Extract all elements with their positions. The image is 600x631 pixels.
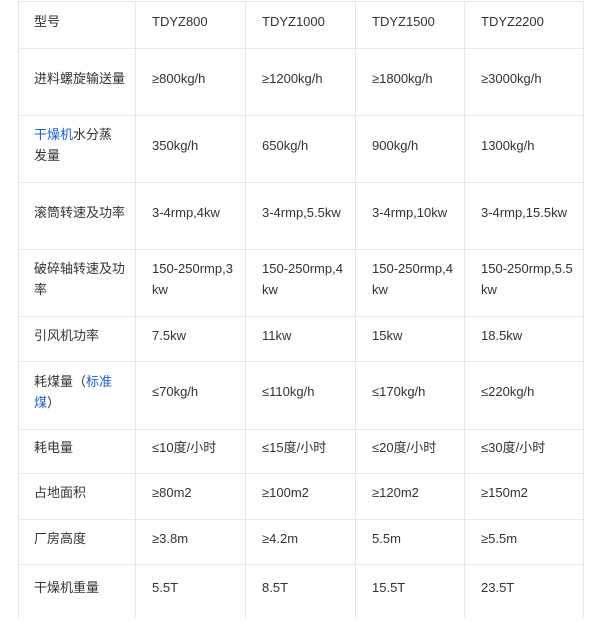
table-cell: 18.5kw bbox=[464, 316, 584, 362]
table-cell: ≤10度/小时 bbox=[135, 429, 246, 474]
row-label: 型号 bbox=[18, 1, 136, 49]
row-label-text: 引风机功率 bbox=[34, 327, 100, 343]
table-cell: 150-250rmp,5.5kw bbox=[464, 249, 584, 317]
table-row: 引风机功率 7.5kw 11kw 15kw 18.5kw bbox=[18, 316, 584, 362]
table-cell: 15.5T bbox=[355, 564, 465, 618]
table-cell: 23.5T bbox=[464, 564, 584, 618]
row-label-text: 厂房高度 bbox=[34, 530, 87, 546]
row-label: 占地面积 bbox=[18, 473, 136, 520]
row-label-text: 水分蒸发量 bbox=[34, 127, 113, 163]
table-row: 破碎轴转速及功率 150-250rmp,3kw 150-250rmp,4kw 150-… bbox=[18, 249, 584, 317]
row-label-text: 破碎轴转速及功率 bbox=[34, 261, 126, 297]
table-cell: ≥120m2 bbox=[355, 473, 465, 520]
row-label: 干燥机重量 bbox=[18, 564, 136, 618]
table-cell: 3-4rmp,5.5kw bbox=[245, 182, 356, 250]
table-row: 型号 TDYZ800 TDYZ1000 TDYZ1500 TDYZ2200 bbox=[18, 1, 584, 49]
row-label-link[interactable]: 干燥机 bbox=[34, 127, 74, 142]
row-label-text: 干燥机重量 bbox=[34, 579, 100, 595]
row-label-text: 滚筒转速及功率 bbox=[34, 204, 126, 220]
table-row: 进料螺旋输送量 ≥800kg/h ≥1200kg/h ≥1800kg/h ≥3000kg… bbox=[18, 48, 584, 116]
table-cell: ≥5.5m bbox=[464, 519, 584, 565]
table-cell: ≥1200kg/h bbox=[245, 48, 356, 116]
spec-table: 型号 TDYZ800 TDYZ1000 TDYZ1500 TDYZ2200 进料螺旋输送量… bbox=[18, 1, 584, 618]
row-label-text: ） bbox=[47, 394, 61, 410]
table-row: 厂房高度 ≥3.8m ≥4.2m 5.5m ≥5.5m bbox=[18, 519, 584, 565]
table-row: 耗煤量（标准煤） ≤70kg/h ≤110kg/h ≤170kg/h ≤220kg/h bbox=[18, 361, 584, 430]
table-cell: ≥4.2m bbox=[245, 519, 356, 565]
row-label: 滚筒转速及功率 bbox=[18, 182, 136, 250]
table-cell: 3-4rmp,4kw bbox=[135, 182, 246, 250]
table-cell: 350kg/h bbox=[135, 115, 246, 183]
table-cell: 8.5T bbox=[245, 564, 356, 618]
row-label-text: 耗煤量（ bbox=[34, 373, 87, 389]
table-cell: 5.5m bbox=[355, 519, 465, 565]
row-label: 进料螺旋输送量 bbox=[18, 48, 136, 116]
table-cell: 1300kg/h bbox=[464, 115, 584, 183]
row-label-text: 进料螺旋输送量 bbox=[34, 70, 126, 86]
table-cell: 15kw bbox=[355, 316, 465, 362]
row-label-text: 占地面积 bbox=[34, 485, 87, 500]
table-cell: ≥1800kg/h bbox=[355, 48, 465, 116]
row-label: 厂房高度 bbox=[18, 519, 136, 565]
table-cell: ≤20度/小时 bbox=[355, 429, 465, 474]
row-label-text: 耗电量 bbox=[34, 440, 74, 455]
table-cell: 11kw bbox=[245, 316, 356, 362]
row-label: 干燥机水分蒸发量 bbox=[18, 115, 136, 183]
table-cell: 150-250rmp,3kw bbox=[135, 249, 246, 317]
table-cell: ≤70kg/h bbox=[135, 361, 246, 430]
table-cell: ≤170kg/h bbox=[355, 361, 465, 430]
row-label: 耗煤量（标准煤） bbox=[18, 361, 136, 430]
row-label: 破碎轴转速及功率 bbox=[18, 249, 136, 317]
row-label: 引风机功率 bbox=[18, 316, 136, 362]
table-cell: 650kg/h bbox=[245, 115, 356, 183]
table-cell: ≥3.8m bbox=[135, 519, 246, 565]
table-cell: TDYZ2200 bbox=[464, 1, 584, 49]
table-cell: 150-250rmp,4kw bbox=[355, 249, 465, 317]
table-row: 耗电量 ≤10度/小时 ≤15度/小时 ≤20度/小时 ≤30度/小时 bbox=[18, 429, 584, 474]
table-cell: ≥800kg/h bbox=[135, 48, 246, 116]
table-cell: ≤15度/小时 bbox=[245, 429, 356, 474]
table-cell: ≥80m2 bbox=[135, 473, 246, 520]
table-cell: 900kg/h bbox=[355, 115, 465, 183]
table-cell: 5.5T bbox=[135, 564, 246, 618]
table-cell: ≤110kg/h bbox=[245, 361, 356, 430]
table-cell: ≤220kg/h bbox=[464, 361, 584, 430]
table-cell: 3-4rmp,15.5kw bbox=[464, 182, 584, 250]
row-label-text: 型号 bbox=[34, 13, 61, 29]
table-cell: TDYZ800 bbox=[135, 1, 246, 49]
table-cell: TDYZ1500 bbox=[355, 1, 465, 49]
table-row: 干燥机重量 5.5T 8.5T 15.5T 23.5T bbox=[18, 564, 584, 618]
table-cell: 7.5kw bbox=[135, 316, 246, 362]
table-row: 滚筒转速及功率 3-4rmp,4kw 3-4rmp,5.5kw 3-4rmp,10kw… bbox=[18, 182, 584, 250]
table-cell: ≥100m2 bbox=[245, 473, 356, 520]
table-cell: TDYZ1000 bbox=[245, 1, 356, 49]
row-label: 耗电量 bbox=[18, 429, 136, 474]
table-cell: ≤30度/小时 bbox=[464, 429, 584, 474]
row-label-link[interactable]: 标准煤 bbox=[34, 373, 113, 410]
table-cell: 150-250rmp,4kw bbox=[245, 249, 356, 317]
table-cell: ≥150m2 bbox=[464, 473, 584, 520]
table-row: 干燥机水分蒸发量 350kg/h 650kg/h 900kg/h 1300kg/h bbox=[18, 115, 584, 183]
table-cell: 3-4rmp,10kw bbox=[355, 182, 465, 250]
table-cell: ≥3000kg/h bbox=[464, 48, 584, 116]
table-row: 占地面积 ≥80m2 ≥100m2 ≥120m2 ≥150m2 bbox=[18, 473, 584, 520]
